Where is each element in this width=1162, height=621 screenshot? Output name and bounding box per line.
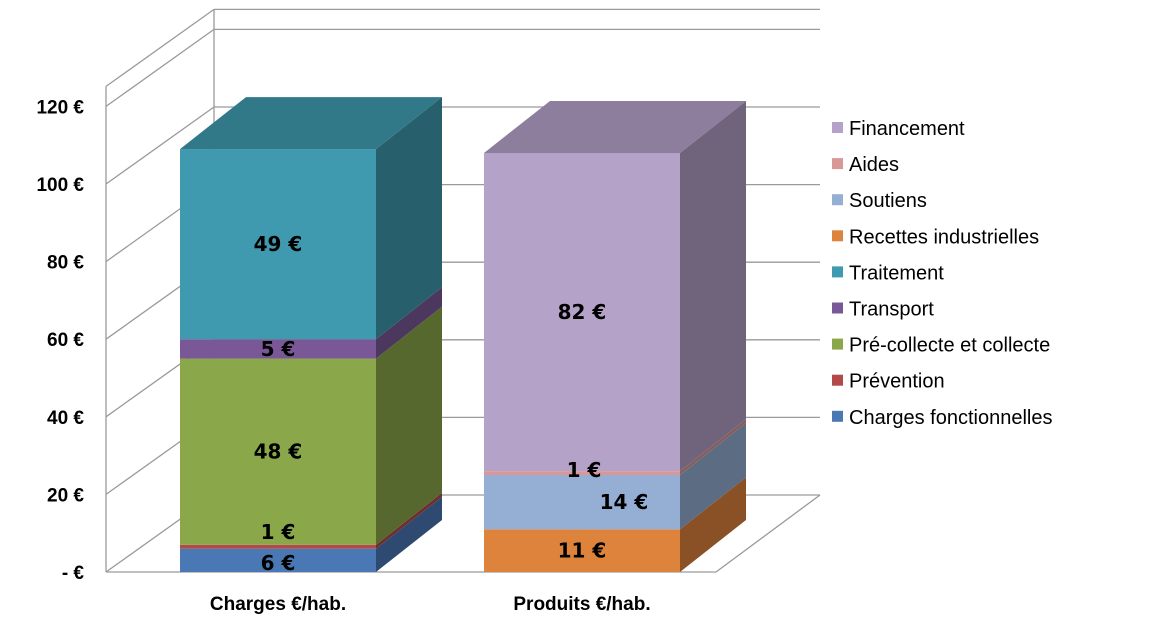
y-tick-label: 120 €	[36, 97, 84, 118]
bar-segment-side	[680, 477, 746, 572]
legend-label: Transport	[849, 299, 934, 321]
bar-segment	[484, 529, 680, 572]
floor-edge	[715, 494, 821, 573]
legend-label: Aides	[849, 154, 899, 176]
y-tick-label: 40 €	[47, 408, 84, 429]
x-tick-label: Produits €/hab.	[513, 594, 650, 615]
legend-swatch	[832, 122, 843, 133]
bar-segment	[484, 471, 680, 475]
y-tick-label: 20 €	[47, 485, 84, 506]
legend-swatch	[832, 194, 843, 206]
y-tick-label: 60 €	[47, 330, 84, 351]
y-tick-label: 100 €	[36, 175, 84, 196]
bar-segment-side	[680, 419, 746, 475]
data-label: 14 €	[600, 490, 649, 514]
legend-label: Prévention	[849, 371, 945, 393]
legend-label: Financement	[849, 118, 965, 140]
data-label: 82 €	[558, 300, 607, 324]
legend-swatch	[832, 338, 843, 350]
bar-segment-side	[376, 492, 442, 549]
legend-swatch	[832, 410, 843, 422]
legend-label: Soutiens	[849, 190, 927, 212]
legend-label: Recettes industrielles	[849, 226, 1039, 248]
legend-swatch	[832, 230, 843, 242]
data-label: 5 €	[261, 337, 296, 361]
data-label: 1 €	[261, 520, 296, 544]
bar-segment-side	[376, 496, 442, 572]
data-label: 6 €	[261, 551, 296, 575]
legend-swatch	[832, 302, 843, 314]
legend-swatch	[832, 374, 843, 386]
data-label: 1 €	[567, 458, 602, 482]
bar-segment-side	[376, 287, 442, 359]
y-tick-label: 80 €	[47, 253, 84, 274]
bar-segment-top	[484, 100, 746, 153]
gridline-side	[105, 8, 215, 87]
legend-label: Charges fonctionnelles	[849, 407, 1052, 429]
bar-segment	[180, 358, 376, 545]
data-label: 11 €	[558, 539, 607, 563]
bar-segment	[180, 339, 376, 359]
legend-swatch	[832, 158, 843, 170]
bar-segment	[484, 152, 680, 472]
bar-segment-side	[376, 306, 442, 545]
bar-segment	[180, 544, 376, 549]
legend-swatch	[832, 266, 843, 278]
bar-segment	[180, 548, 376, 572]
data-label: 48 €	[254, 440, 303, 464]
x-tick-label: Charges €/hab.	[210, 594, 346, 615]
bar-segment-side	[680, 423, 746, 530]
data-label: 49 €	[254, 232, 303, 256]
y-tick-label: - €	[62, 563, 85, 584]
bar-segment	[484, 475, 680, 530]
bar-segment-side	[680, 100, 746, 472]
bar-segment	[180, 149, 376, 340]
bar-segment-side	[376, 97, 442, 340]
bar-segment-top	[180, 97, 442, 150]
gridline-side	[105, 106, 215, 185]
legend-label: Traitement	[849, 262, 944, 284]
legend-label: Pré-collecte et collecte	[849, 335, 1050, 357]
gridline-side	[105, 28, 215, 107]
